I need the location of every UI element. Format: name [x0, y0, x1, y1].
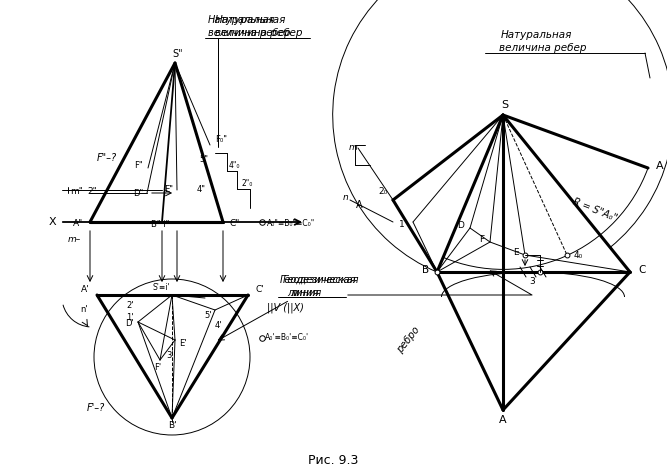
Text: ребро: ребро	[395, 325, 422, 355]
Text: S'≡i': S'≡i'	[152, 282, 170, 291]
Text: F₀": F₀"	[215, 135, 227, 144]
Text: B" i": B" i"	[151, 220, 169, 229]
Text: величина ребер: величина ребер	[208, 28, 291, 38]
Text: n': n'	[81, 306, 88, 315]
Text: A₀'≡B₀'≡C₀': A₀'≡B₀'≡C₀'	[265, 333, 309, 342]
Text: 1': 1'	[126, 314, 134, 323]
Text: 4': 4'	[214, 322, 221, 331]
Text: E": E"	[164, 184, 173, 193]
Text: R = S"A₀": R = S"A₀"	[572, 197, 618, 223]
Text: F"–?: F"–?	[97, 153, 117, 163]
Text: линия: линия	[287, 288, 318, 298]
Text: D': D'	[125, 319, 134, 329]
Text: 2"₀: 2"₀	[241, 178, 252, 187]
Text: E': E'	[179, 339, 187, 348]
Text: 5': 5'	[204, 312, 211, 321]
Text: S": S"	[173, 49, 183, 59]
Text: X: X	[48, 217, 56, 227]
Text: D": D"	[133, 189, 143, 198]
Text: Геодезическая: Геодезическая	[280, 275, 356, 285]
Text: F": F"	[134, 160, 143, 169]
Text: 4": 4"	[197, 185, 206, 194]
Text: Натуральная: Натуральная	[215, 15, 286, 25]
Text: величина ребер: величина ребер	[215, 28, 303, 38]
Text: F'–?: F'–?	[87, 403, 105, 413]
Text: C: C	[638, 265, 646, 275]
Text: 2': 2'	[126, 300, 134, 309]
Text: величина ребер: величина ребер	[500, 43, 587, 53]
Text: 4₀: 4₀	[574, 251, 583, 260]
Text: B': B'	[167, 421, 176, 430]
Text: Рис. 9.3: Рис. 9.3	[307, 454, 358, 466]
Text: S: S	[502, 100, 508, 110]
Text: Натуральная: Натуральная	[208, 15, 275, 25]
Text: A": A"	[73, 219, 83, 228]
Text: m–: m–	[68, 236, 81, 245]
Text: D: D	[457, 221, 464, 230]
Text: A₀"≡B₀"≡C₀": A₀"≡B₀"≡C₀"	[267, 219, 315, 228]
Text: B: B	[422, 265, 429, 275]
Text: n: n	[342, 193, 348, 201]
Text: ||V (||X): ||V (||X)	[267, 303, 304, 313]
Text: A: A	[656, 161, 664, 171]
Text: E: E	[514, 248, 519, 257]
Text: m: m	[348, 143, 357, 152]
Text: 1: 1	[400, 220, 405, 229]
Text: A: A	[499, 415, 507, 425]
Text: F': F'	[155, 363, 161, 373]
Text: Натуральная: Натуральная	[500, 30, 572, 40]
Text: A': A'	[81, 286, 90, 295]
Text: 4"₀: 4"₀	[229, 160, 241, 169]
Text: F: F	[479, 236, 484, 245]
Text: 3': 3'	[166, 351, 174, 360]
Text: m": m"	[70, 186, 83, 195]
Text: 2": 2"	[87, 186, 97, 195]
Text: 3: 3	[529, 278, 535, 287]
Text: Геодезическая: Геодезическая	[283, 275, 360, 285]
Text: C": C"	[230, 219, 240, 228]
Text: линия: линия	[290, 288, 321, 298]
Text: 5": 5"	[199, 155, 208, 164]
Text: 2₀: 2₀	[379, 187, 388, 196]
Text: A: A	[356, 200, 363, 210]
Text: C': C'	[255, 286, 263, 295]
